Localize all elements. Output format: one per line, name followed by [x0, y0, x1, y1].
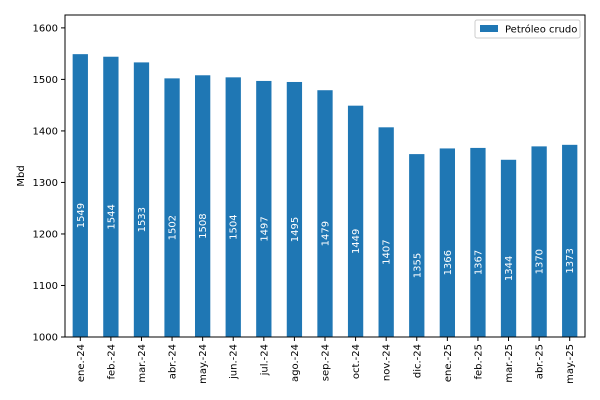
bar-jun.-24	[225, 77, 241, 337]
x-tick-label: nov.-24	[382, 344, 393, 381]
y-tick-label: 1500	[33, 75, 58, 86]
bar-ago.-24	[286, 81, 303, 337]
x-tick-label: mar.-25	[504, 344, 515, 383]
x-tick-label: sep.-24	[321, 344, 332, 381]
x-tick-label: mar.-24	[137, 344, 148, 383]
bar-ene.-25	[439, 148, 455, 337]
bar-dic.-24	[409, 154, 425, 337]
bar-labels-group: 1549 1544 1533 1502 1508 1504 1497 1495 1479 1449…	[76, 203, 576, 281]
bar-value-label: 1508	[198, 213, 209, 238]
x-tick-label: jun.-24	[229, 344, 240, 380]
bar-value-label: 1504	[229, 214, 240, 239]
bar-may.-25	[562, 144, 578, 337]
x-tick-label: may.-24	[198, 344, 209, 384]
bars-group	[72, 54, 578, 338]
x-tick-label: ene.-24	[76, 344, 87, 382]
x-tick-label: feb.-25	[473, 344, 484, 380]
bar-feb.-25	[470, 147, 486, 337]
bar-value-label: 1344	[504, 256, 515, 281]
y-tick-label: 1400	[33, 126, 58, 137]
bar-value-label: 1495	[290, 217, 301, 242]
x-tick-label: abr.-25	[535, 344, 546, 379]
bar-may.-24	[195, 75, 211, 338]
bar-value-label: 1366	[443, 250, 454, 275]
bar-value-label: 1502	[168, 215, 179, 240]
bar-value-label: 1373	[565, 248, 576, 273]
bar-mar.-25	[500, 159, 517, 337]
legend: Petróleo crudo	[474, 19, 581, 39]
x-tick-label: ene.-25	[443, 344, 454, 382]
bar-value-label: 1549	[76, 203, 87, 228]
legend-frame	[474, 19, 581, 39]
legend-swatch	[480, 25, 498, 32]
x-tick-label: abr.-24	[168, 344, 179, 379]
y-tick-label: 1600	[33, 23, 58, 34]
bar-value-label: 1533	[137, 207, 148, 232]
bar-oct.-24	[347, 105, 364, 337]
y-tick-label: 1100	[33, 281, 58, 292]
bar-value-label: 1497	[259, 216, 270, 241]
x-axis: ene.-24 feb.-24 mar.-24 abr.-24 may.-24 jun.-…	[76, 337, 576, 384]
bar-value-label: 1449	[351, 229, 362, 254]
bar-abr.-25	[531, 146, 547, 337]
legend-label: Petróleo crudo	[505, 24, 577, 36]
bar-mar.-24	[133, 62, 150, 337]
bar-abr.-24	[164, 78, 180, 337]
x-tick-label: oct.-24	[351, 344, 362, 379]
y-tick-label: 1200	[33, 229, 58, 240]
bar-ene.-24	[72, 54, 88, 337]
bar-value-label: 1479	[321, 221, 332, 246]
bar-value-label: 1407	[382, 239, 393, 264]
bar-jul.-24	[256, 80, 272, 337]
bar-value-label: 1367	[473, 250, 484, 275]
x-tick-label: may.-25	[565, 344, 576, 384]
bar-nov.-24	[378, 127, 394, 337]
bar-value-label: 1355	[412, 253, 423, 278]
x-tick-label: jul.-24	[259, 344, 270, 376]
plot-frame	[64, 14, 586, 338]
y-axis: 1000 1100 1200 1300 1400 1500 1600	[33, 23, 65, 344]
bar-feb.-24	[103, 56, 119, 337]
bar-sep.-24	[317, 90, 333, 337]
x-tick-label: feb.-24	[106, 344, 117, 380]
y-axis-title: Mbd	[16, 165, 27, 186]
bar-value-label: 1544	[106, 204, 117, 229]
y-tick-label: 1300	[33, 178, 58, 189]
bar-value-label: 1370	[535, 249, 546, 274]
x-tick-label: ago.-24	[290, 344, 301, 382]
y-tick-label: 1000	[33, 333, 58, 344]
x-tick-label: dic.-24	[412, 344, 423, 378]
